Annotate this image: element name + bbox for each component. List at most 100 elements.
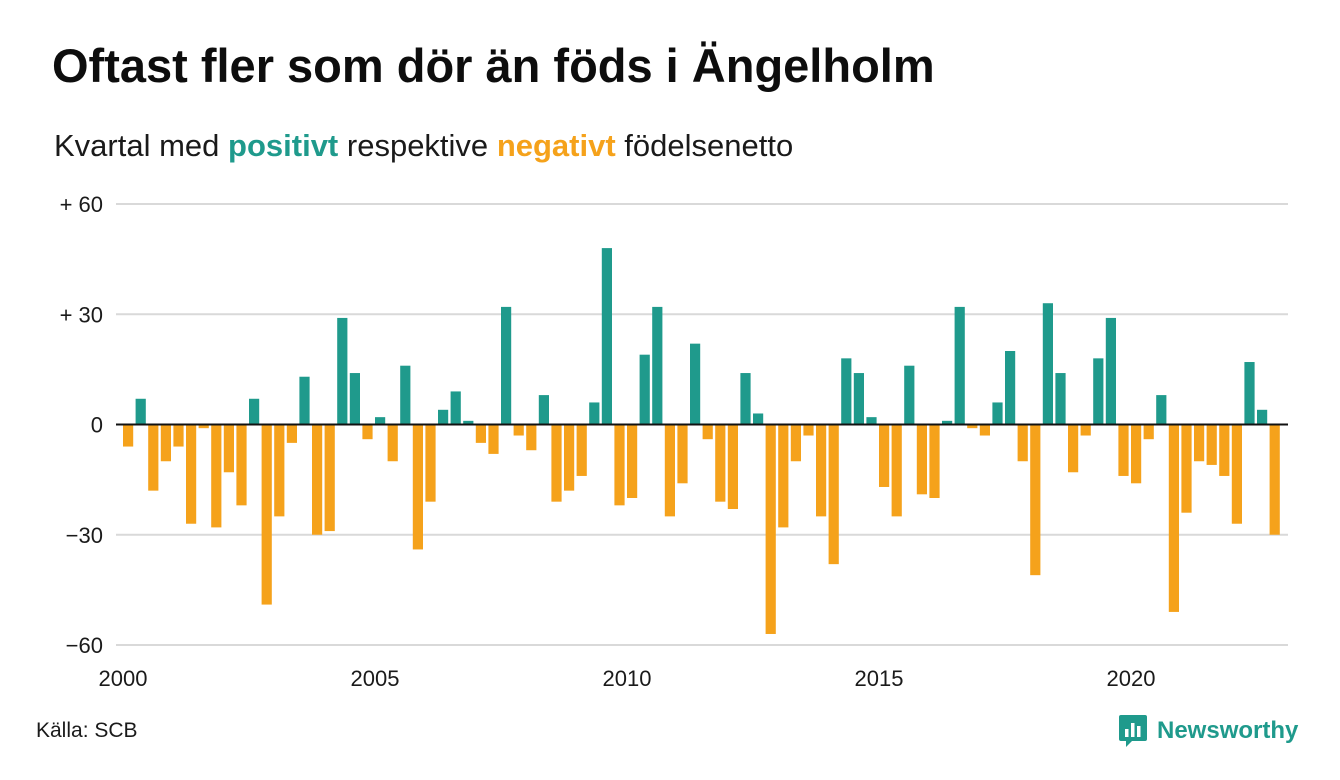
bar [1118,424,1129,476]
bar [123,424,134,447]
x-tick-label: 2000 [99,666,148,691]
bar [979,424,990,436]
bar [173,424,184,447]
bar [463,420,474,425]
bar [135,398,146,425]
bar [967,424,978,429]
bar [1156,395,1167,425]
bar [425,424,436,502]
bar [929,424,940,498]
bar [790,424,801,462]
subtitle-middle: respektive [346,128,489,163]
bar [299,376,310,425]
bar [1168,424,1179,612]
bar [324,424,335,532]
bar [261,424,272,605]
bar [765,424,776,634]
bar [614,424,625,506]
bar [916,424,927,495]
brand-logo[interactable]: Newsworthy [1118,712,1298,750]
x-tick-label: 2020 [1107,666,1156,691]
y-tick-label: −60 [66,633,103,658]
chart-subtitle: Kvartal med positivt respektive negativt… [54,128,793,164]
grid-lines [116,203,1288,646]
bar [1042,303,1053,425]
bar [1080,424,1091,436]
bar [1055,373,1066,425]
bar [538,395,549,425]
y-tick-label: + 30 [60,302,103,327]
y-tick-label: −30 [66,523,103,548]
bar [375,417,386,425]
bar [954,306,965,425]
bar [148,424,159,491]
bar [198,424,209,429]
chart-title: Oftast fler som dör än föds i Ängelholm [52,39,935,92]
y-tick-label: 0 [91,413,103,438]
bar [1194,424,1205,462]
bar [942,420,953,425]
bar [274,424,285,517]
bar [286,424,297,443]
newsworthy-logo-icon [1119,715,1147,747]
bar [1269,424,1280,535]
bar [1257,409,1268,425]
bar [186,424,197,524]
bar [349,373,360,425]
bar [450,391,461,425]
bar [400,365,411,425]
bar [601,248,612,425]
subtitle-positive-word: positivt [228,128,339,163]
subtitle-suffix: födelsenetto [624,128,794,163]
subtitle-negative-word: negativt [496,128,616,163]
bar [1206,424,1217,465]
bar [778,424,789,528]
bar [652,306,663,425]
bar [564,424,575,491]
bar [387,424,398,462]
bars [123,248,1280,634]
bar [337,317,348,425]
bar [1131,424,1142,484]
bar [715,424,726,502]
x-tick-label: 2005 [351,666,400,691]
bar [627,424,638,498]
bar [866,417,877,425]
bar [1030,424,1041,576]
bar [690,343,701,425]
bar [879,424,890,487]
bar [853,373,864,425]
source-note: Källa: SCB [36,719,138,742]
bar [702,424,713,440]
bar [803,424,814,436]
bar [1093,358,1104,425]
bar [904,365,915,425]
bar [438,409,449,425]
bar [488,424,499,454]
bar [312,424,323,535]
bar [664,424,675,517]
bar [589,402,600,425]
bar [1231,424,1242,524]
bar [639,354,650,425]
bar [828,424,839,565]
bar [677,424,688,484]
y-tick-label: + 60 [60,192,103,217]
bar [1017,424,1028,462]
bar [992,402,1003,425]
x-tick-label: 2010 [603,666,652,691]
bar [1068,424,1079,473]
bar [551,424,562,502]
bar [816,424,827,517]
axes: + 60 + 30 0 −30 −60 2000 2005 2010 2015 2020 [60,192,1288,691]
bar [576,424,587,476]
bar [223,424,234,473]
bar [211,424,222,528]
bar [362,424,373,440]
bar [513,424,524,436]
subtitle-prefix: Kvartal med [54,128,220,163]
bar [1105,317,1116,425]
bar [1244,362,1255,425]
bar [1143,424,1154,440]
bar [891,424,902,517]
